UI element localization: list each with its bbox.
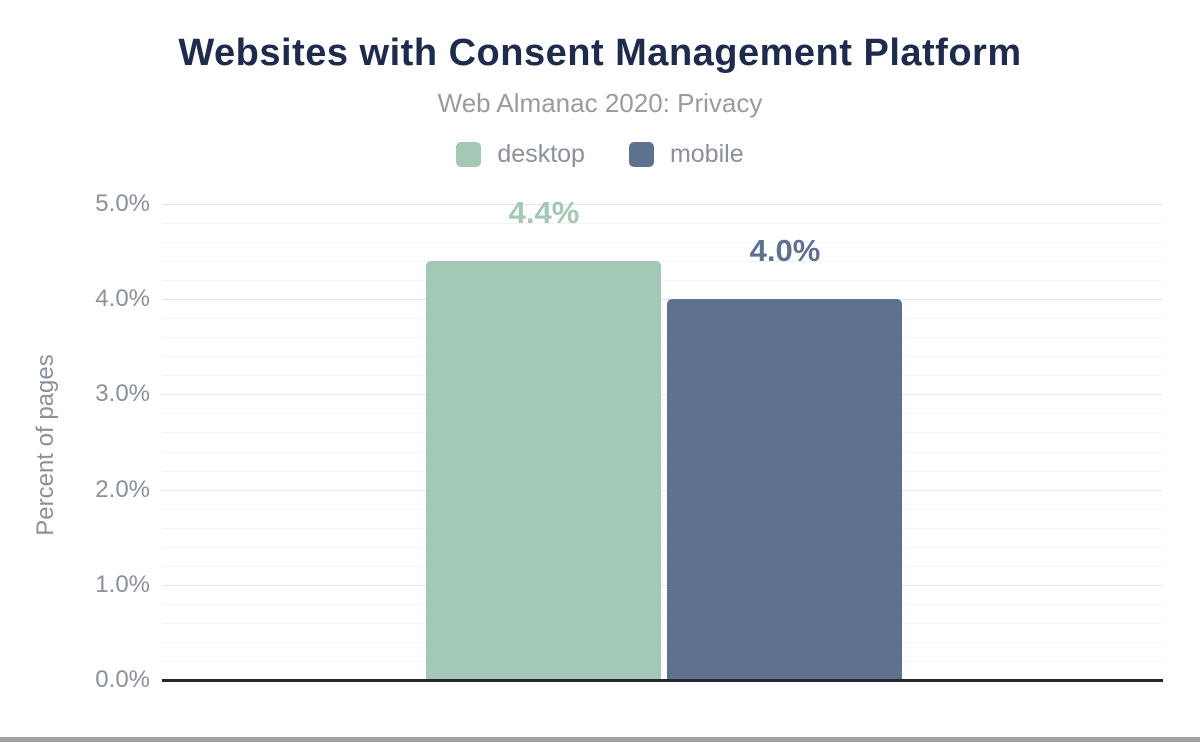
legend: desktop mobile [0, 140, 1200, 169]
bottom-edge-bar [0, 737, 1200, 742]
y-axis-tick-label: 5.0% [95, 190, 150, 217]
major-gridline [162, 585, 1163, 586]
minor-gridline [162, 375, 1163, 376]
y-axis-tick-label: 3.0% [95, 380, 150, 407]
legend-item-mobile[interactable]: mobile [628, 140, 744, 169]
minor-gridline [162, 566, 1163, 567]
minor-gridline [162, 604, 1163, 605]
minor-gridline [162, 642, 1163, 643]
minor-gridline [162, 413, 1163, 414]
mobile-bar [667, 299, 902, 680]
minor-gridline [162, 661, 1163, 662]
minor-gridline [162, 356, 1163, 357]
mobile-bar-value-label: 4.0% [749, 233, 821, 268]
desktop-bar-value-label: 4.4% [508, 195, 580, 230]
minor-gridline [162, 242, 1163, 243]
minor-gridline [162, 318, 1163, 319]
major-gridline [162, 204, 1163, 205]
desktop-bar [426, 261, 661, 680]
desktop-legend-swatch-icon [456, 142, 482, 167]
minor-gridline [162, 623, 1163, 624]
minor-gridline [162, 337, 1163, 338]
y-axis-title: Percent of pages [32, 354, 59, 536]
y-axis-tick-label: 1.0% [95, 571, 150, 598]
y-axis-tick-label: 0.0% [95, 666, 150, 693]
chart-subtitle: Web Almanac 2020: Privacy [437, 88, 763, 118]
legend-item-desktop[interactable]: desktop [456, 140, 585, 169]
minor-gridline [162, 547, 1163, 548]
major-gridline [162, 299, 1163, 300]
major-gridline [162, 394, 1163, 395]
legend-label-mobile: mobile [669, 140, 744, 168]
y-axis-tick-label: 4.0% [95, 285, 150, 312]
legend-label-desktop: desktop [497, 140, 585, 168]
minor-gridline [162, 528, 1163, 529]
chart-title: Websites with Consent Management Platfor… [178, 32, 1022, 74]
x-axis-line [162, 679, 1163, 682]
minor-gridline [162, 223, 1163, 224]
major-gridline [162, 490, 1163, 491]
minor-gridline [162, 432, 1163, 433]
minor-gridline [162, 509, 1163, 510]
minor-gridline [162, 452, 1163, 453]
minor-gridline [162, 471, 1163, 472]
y-axis-tick-label: 2.0% [95, 476, 150, 503]
minor-gridline [162, 280, 1163, 281]
minor-gridline [162, 261, 1163, 262]
mobile-legend-swatch-icon [628, 142, 654, 167]
